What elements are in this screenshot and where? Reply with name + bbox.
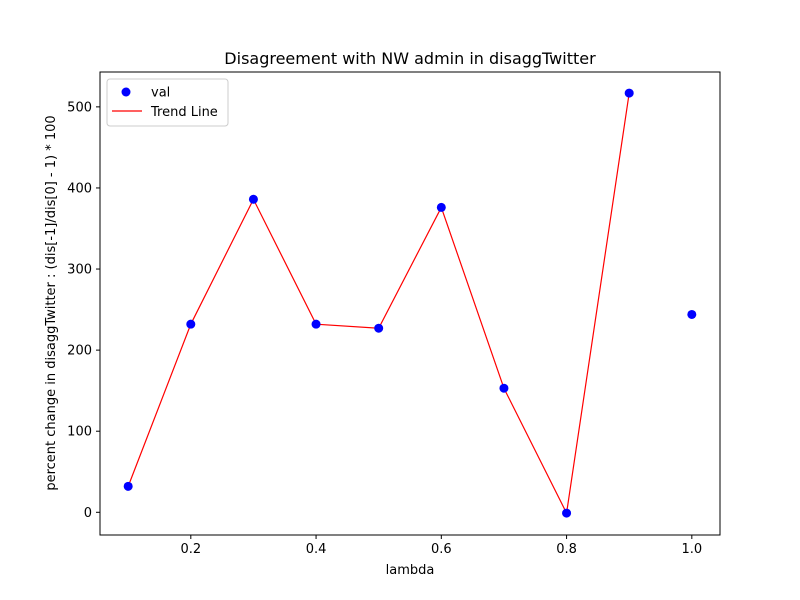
- x-axis-label: lambda: [386, 563, 435, 578]
- y-tick-label: 500: [67, 100, 92, 115]
- scatter-point: [186, 319, 196, 329]
- scatter-point: [436, 202, 446, 212]
- legend-label-val: val: [151, 86, 170, 101]
- x-tick-label: 0.2: [180, 542, 201, 557]
- scatter-point: [123, 481, 133, 491]
- chart-title: Disagreement with NW admin in disaggTwit…: [224, 49, 596, 68]
- legend-box: [106, 78, 229, 127]
- scatter-point: [248, 194, 258, 204]
- legend: val Trend Line: [106, 78, 229, 127]
- y-tick-label: 300: [67, 263, 92, 278]
- x-axis-ticks: 0.2 0.4 0.6 0.8 1.0: [180, 535, 702, 557]
- x-tick-label: 0.4: [306, 542, 327, 557]
- x-tick-label: 0.8: [556, 542, 577, 557]
- scatter-point: [687, 309, 697, 319]
- scatter-point: [374, 323, 384, 333]
- scatter-point: [624, 88, 634, 98]
- y-axis-label: percent change in disaggTwitter : (dis[-…: [44, 115, 59, 490]
- x-tick-label: 1.0: [681, 542, 702, 557]
- plot-area: [99, 71, 721, 536]
- scatter-point: [499, 383, 509, 393]
- legend-marker-val: [121, 87, 131, 97]
- y-tick-label: 200: [67, 344, 92, 359]
- y-axis-ticks: 0 100 200 300 400 500: [67, 100, 100, 521]
- y-tick-label: 100: [67, 425, 92, 440]
- legend-label-trend-line: Trend Line: [150, 105, 218, 120]
- y-tick-label: 400: [67, 181, 92, 196]
- x-tick-label: 0.6: [431, 542, 452, 557]
- scatter-point: [562, 508, 572, 518]
- scatter-point: [311, 319, 321, 329]
- y-tick-label: 0: [84, 506, 92, 521]
- scatter-points-layer: [123, 88, 697, 518]
